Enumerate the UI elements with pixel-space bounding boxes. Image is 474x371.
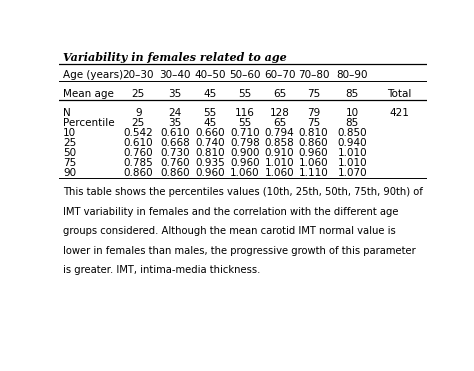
Text: 0.935: 0.935 <box>195 158 225 168</box>
Text: Variability in females related to age: Variability in females related to age <box>63 52 287 63</box>
Text: 0.940: 0.940 <box>337 138 367 148</box>
Text: 1.060: 1.060 <box>265 168 294 178</box>
Text: 0.810: 0.810 <box>299 128 328 138</box>
Text: 0.960: 0.960 <box>195 168 225 178</box>
Text: Age (years): Age (years) <box>63 70 123 80</box>
Text: 20–30: 20–30 <box>122 70 154 80</box>
Text: 1.060: 1.060 <box>230 168 260 178</box>
Text: 0.610: 0.610 <box>160 128 190 138</box>
Text: 24: 24 <box>168 108 182 118</box>
Text: 0.760: 0.760 <box>123 148 153 158</box>
Text: 128: 128 <box>270 108 290 118</box>
Text: 25: 25 <box>63 138 76 148</box>
Text: 0.860: 0.860 <box>123 168 153 178</box>
Text: 70–80: 70–80 <box>298 70 329 80</box>
Text: 10: 10 <box>63 128 76 138</box>
Text: 35: 35 <box>168 89 182 99</box>
Text: Percentile: Percentile <box>63 118 115 128</box>
Text: 0.850: 0.850 <box>337 128 367 138</box>
Text: is greater. IMT, intima-media thickness.: is greater. IMT, intima-media thickness. <box>63 265 260 275</box>
Text: 9: 9 <box>135 108 142 118</box>
Text: 0.900: 0.900 <box>230 148 259 158</box>
Text: Total: Total <box>387 89 411 99</box>
Text: 80–90: 80–90 <box>337 70 368 80</box>
Text: 55: 55 <box>238 89 251 99</box>
Text: 90: 90 <box>63 168 76 178</box>
Text: 85: 85 <box>346 118 359 128</box>
Text: 45: 45 <box>203 89 217 99</box>
Text: 75: 75 <box>307 118 320 128</box>
Text: 0.794: 0.794 <box>265 128 294 138</box>
Text: 0.910: 0.910 <box>265 148 294 158</box>
Text: 0.785: 0.785 <box>123 158 153 168</box>
Text: 25: 25 <box>132 118 145 128</box>
Text: 0.542: 0.542 <box>123 128 153 138</box>
Text: 1.070: 1.070 <box>337 168 367 178</box>
Text: N: N <box>63 108 71 118</box>
Text: 65: 65 <box>273 118 286 128</box>
Text: 421: 421 <box>389 108 409 118</box>
Text: 0.860: 0.860 <box>299 138 328 148</box>
Text: 79: 79 <box>307 108 320 118</box>
Text: 10: 10 <box>346 108 359 118</box>
Text: 0.610: 0.610 <box>123 138 153 148</box>
Text: 85: 85 <box>346 89 359 99</box>
Text: 0.740: 0.740 <box>195 138 225 148</box>
Text: 0.860: 0.860 <box>160 168 190 178</box>
Text: 1.010: 1.010 <box>337 158 367 168</box>
Text: 1.010: 1.010 <box>265 158 294 168</box>
Text: This table shows the percentiles values (10th, 25th, 50th, 75th, 90th) of: This table shows the percentiles values … <box>63 187 423 197</box>
Text: 40–50: 40–50 <box>194 70 226 80</box>
Text: 55: 55 <box>203 108 217 118</box>
Text: 0.660: 0.660 <box>195 128 225 138</box>
Text: 0.760: 0.760 <box>160 158 190 168</box>
Text: 30–40: 30–40 <box>159 70 191 80</box>
Text: 25: 25 <box>132 89 145 99</box>
Text: IMT variability in females and the correlation with the different age: IMT variability in females and the corre… <box>63 207 399 217</box>
Text: 0.668: 0.668 <box>160 138 190 148</box>
Text: 55: 55 <box>238 118 251 128</box>
Text: Mean age: Mean age <box>63 89 114 99</box>
Text: 75: 75 <box>63 158 76 168</box>
Text: 1.010: 1.010 <box>337 148 367 158</box>
Text: 0.710: 0.710 <box>230 128 260 138</box>
Text: 50–60: 50–60 <box>229 70 261 80</box>
Text: 0.960: 0.960 <box>230 158 260 168</box>
Text: 0.810: 0.810 <box>195 148 225 158</box>
Text: 45: 45 <box>203 118 217 128</box>
Text: 50: 50 <box>63 148 76 158</box>
Text: groups considered. Although the mean carotid IMT normal value is: groups considered. Although the mean car… <box>63 226 396 236</box>
Text: 35: 35 <box>168 118 182 128</box>
Text: 1.060: 1.060 <box>299 158 328 168</box>
Text: 0.730: 0.730 <box>160 148 190 158</box>
Text: lower in females than males, the progressive growth of this parameter: lower in females than males, the progres… <box>63 246 416 256</box>
Text: 0.858: 0.858 <box>265 138 294 148</box>
Text: 116: 116 <box>235 108 255 118</box>
Text: 75: 75 <box>307 89 320 99</box>
Text: 65: 65 <box>273 89 286 99</box>
Text: 1.110: 1.110 <box>299 168 328 178</box>
Text: 0.798: 0.798 <box>230 138 260 148</box>
Text: 0.960: 0.960 <box>299 148 328 158</box>
Text: 60–70: 60–70 <box>264 70 295 80</box>
